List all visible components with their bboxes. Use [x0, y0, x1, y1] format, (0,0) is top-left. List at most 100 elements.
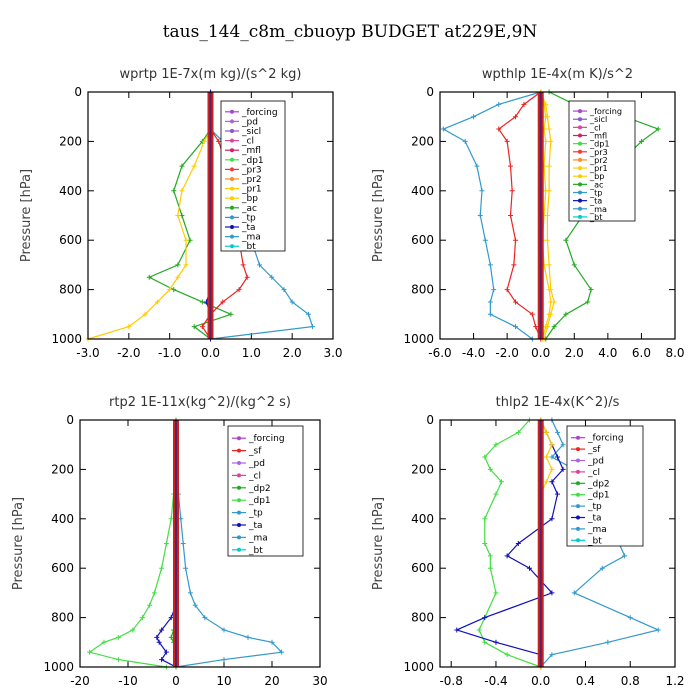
y-tick-label: 800	[51, 611, 74, 625]
legend-marker	[230, 148, 234, 153]
data-point	[549, 466, 555, 472]
data-point	[527, 565, 533, 571]
data-point	[504, 138, 510, 144]
x-tick-label: -20	[70, 674, 90, 688]
data-point	[549, 479, 555, 485]
legend-marker	[576, 492, 580, 497]
data-point	[509, 188, 515, 194]
legend-marker	[230, 196, 234, 201]
legend-label: _tp	[241, 213, 256, 223]
data-point	[487, 553, 493, 559]
legend-marker	[578, 117, 582, 122]
legend-label: _dp1	[587, 491, 610, 501]
data-point	[546, 126, 552, 132]
data-point	[175, 262, 181, 268]
data-point	[281, 287, 287, 293]
legend-marker	[576, 526, 580, 531]
data-point	[175, 274, 181, 280]
data-point	[167, 287, 173, 293]
legend-marker	[578, 182, 582, 187]
legend-label: _ma	[241, 233, 261, 243]
legend-marker	[230, 177, 234, 181]
data-point	[191, 163, 197, 169]
x-tick-label: 10	[216, 674, 231, 688]
data-point	[126, 324, 132, 330]
y-tick-label: 1000	[403, 660, 434, 674]
legend-label: _bp	[241, 194, 258, 204]
legend-label: _pd	[587, 457, 604, 467]
data-point	[87, 649, 93, 655]
legend-label: _sf	[587, 445, 601, 455]
data-point	[245, 634, 251, 640]
x-tick-label: -4.0	[462, 346, 485, 360]
y-tick-label: 400	[411, 184, 434, 198]
data-point	[543, 479, 549, 485]
legend-marker	[230, 215, 234, 220]
data-point	[549, 590, 555, 596]
legend-label: _pd	[248, 459, 265, 469]
legend-label: _ac	[589, 179, 604, 189]
data-point	[487, 299, 493, 305]
x-tick-label: 0.4	[576, 674, 595, 688]
x-tick-label: -6.0	[428, 346, 451, 360]
data-point	[175, 213, 181, 218]
legend-label: _pr2	[589, 155, 608, 165]
panel-title: wpthlp 1E-4x(m K)/s^2	[482, 67, 633, 82]
legend-marker	[578, 214, 582, 219]
legend-marker	[237, 473, 241, 478]
data-point	[563, 311, 569, 317]
legend-marker	[237, 461, 241, 465]
data-point	[515, 429, 521, 435]
data-point	[508, 213, 513, 218]
x-tick-label: -1.0	[158, 346, 181, 360]
y-tick-label: 400	[59, 184, 82, 198]
legend-marker	[576, 481, 580, 486]
legend-label: _tp	[587, 502, 602, 512]
data-point	[482, 639, 488, 645]
legend-label: _ma	[589, 204, 607, 214]
x-tick-label: -3.0	[76, 346, 99, 360]
legend-label: _dp1	[241, 156, 264, 166]
data-point	[168, 516, 174, 522]
data-point	[504, 652, 510, 658]
legend-label: _sf	[248, 447, 262, 457]
legend-marker	[230, 244, 234, 249]
data-point	[236, 287, 242, 293]
legend-label: _pd	[241, 117, 258, 127]
data-point	[511, 262, 517, 268]
data-point	[147, 602, 153, 608]
data-point	[179, 188, 185, 194]
legend-label: _dp1	[248, 496, 271, 506]
legend-marker	[576, 447, 580, 452]
legend-marker	[230, 157, 234, 162]
legend-label: _bp	[589, 171, 604, 181]
data-point	[551, 324, 557, 330]
data-point	[543, 429, 549, 435]
panel-title: wprtp 1E-7x(m kg)/(s^2 kg)	[120, 67, 302, 82]
data-point	[440, 126, 446, 132]
y-tick-label: 0	[66, 413, 74, 427]
data-point	[493, 639, 499, 645]
x-tick-label: 6.0	[632, 346, 651, 360]
data-point	[549, 652, 555, 658]
data-point	[171, 188, 177, 194]
legend-label: _bt	[589, 212, 602, 222]
y-axis-label: Pressure [hPa]	[371, 169, 386, 262]
data-point	[560, 442, 566, 448]
legend-label: _cl	[587, 468, 600, 478]
data-point	[306, 311, 311, 317]
legend-label: _bt	[248, 546, 263, 556]
x-tick-label: 30	[312, 674, 327, 688]
data-point	[142, 311, 148, 317]
x-tick-label: -2.0	[495, 346, 518, 360]
data-point	[638, 138, 644, 144]
legend-label: _ta	[587, 514, 602, 524]
panel-title: rtp2 1E-11x(kg^2)/(kg^2 s)	[109, 395, 291, 410]
x-tick-label: -0.4	[484, 674, 507, 688]
legend-marker	[237, 523, 241, 527]
legend-label: _dp2	[248, 484, 271, 494]
data-point	[599, 565, 605, 571]
data-point	[146, 274, 152, 280]
data-point	[482, 615, 488, 621]
legend-marker	[576, 538, 580, 543]
